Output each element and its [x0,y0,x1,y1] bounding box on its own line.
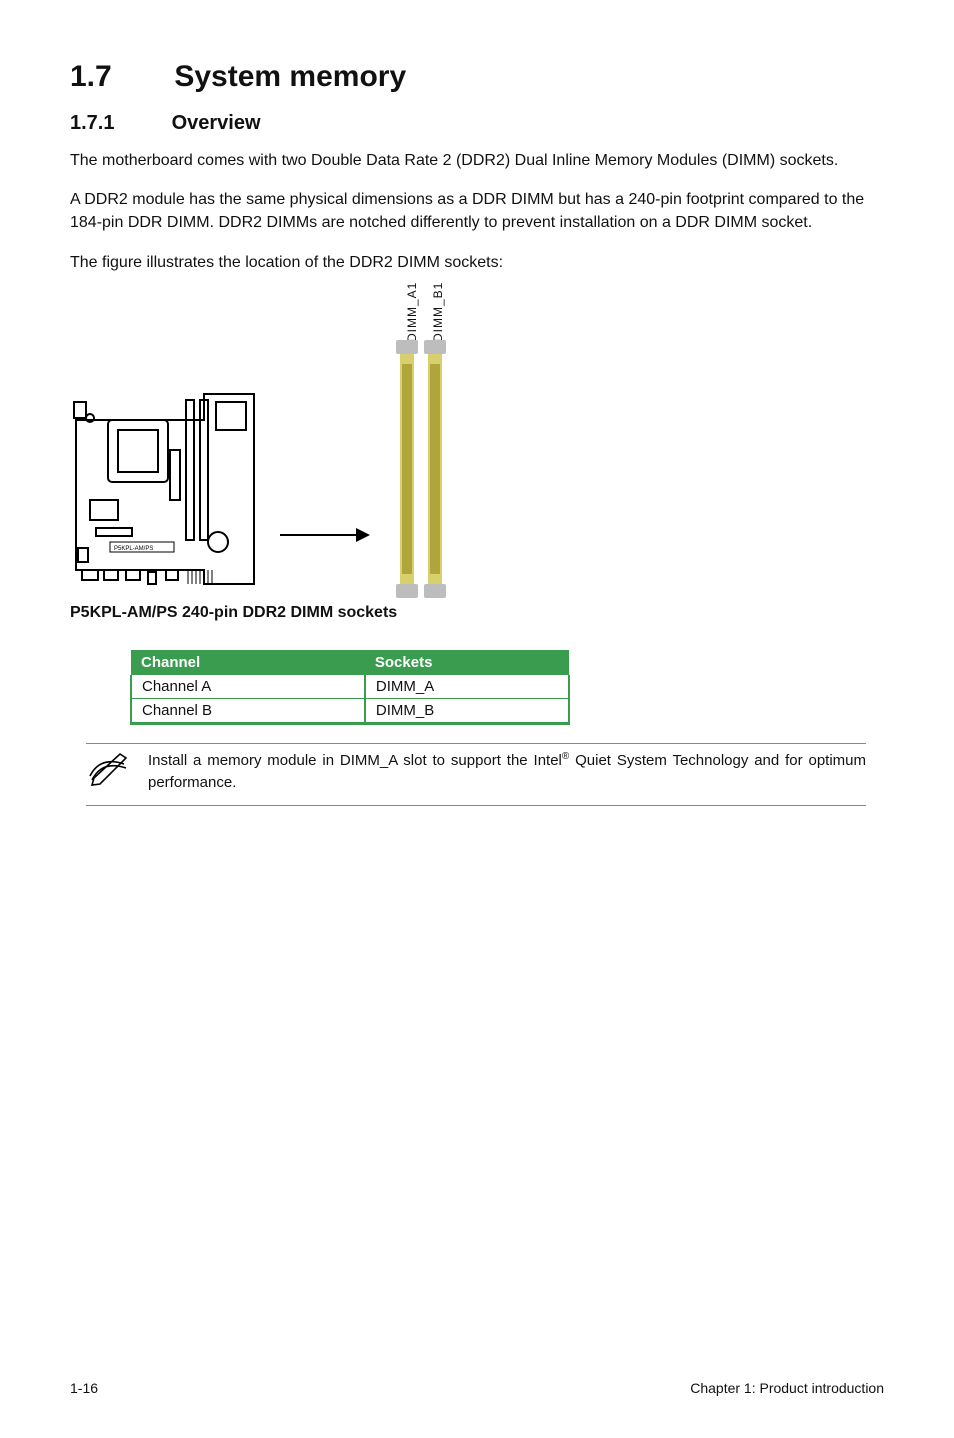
chapter-label: Chapter 1: Product introduction [690,1380,884,1396]
motherboard-outline: P5KPL-AM/PS [70,390,260,590]
diagram-caption: P5KPL-AM/PS 240-pin DDR2 DIMM sockets [70,604,550,622]
table-row: DIMM_B [365,698,569,723]
paragraph-3: The figure illustrates the location of t… [70,251,884,274]
dimm-slot-b-band [430,364,440,574]
channel-table-header-1: Channel [131,650,365,675]
note-text: Install a memory module in DIMM_A slot t… [148,750,866,794]
page-footer: 1-16 Chapter 1: Product introduction [70,1380,884,1396]
dimm-diagram: P5KPL-AM/PS DIMM_A1 DIMM_B1 P5KPL-AM/PS … [70,290,550,622]
dimm-slots-graphic: DIMM_A1 DIMM_B1 [390,290,460,590]
note-text-pre: Install a memory module in DIMM_A slot t… [148,752,562,769]
table-row: Channel A [131,675,365,699]
svg-text:P5KPL-AM/PS: P5KPL-AM/PS [114,546,153,552]
dimm-slot-a [400,346,414,592]
dimm-label-b: DIMM_B1 [431,286,445,342]
motherboard-svg: P5KPL-AM/PS [70,390,260,590]
channel-table: Channel Sockets Channel A DIMM_A Channel… [130,650,884,725]
paragraph-2: A DDR2 module has the same physical dime… [70,188,884,234]
dimm-label-a: DIMM_A1 [405,286,419,342]
note-box: Install a memory module in DIMM_A slot t… [86,743,866,806]
table-row: Channel B [131,698,365,723]
paragraph-1: The motherboard comes with two Double Da… [70,149,884,172]
table-row: DIMM_A [365,675,569,699]
page-number: 1-16 [70,1380,98,1396]
subsection-title: Overview [172,112,261,134]
subsection-number: 1.7.1 [70,112,166,135]
section-number: 1.7 [70,60,166,94]
subsection-heading: 1.7.1 Overview [70,112,884,135]
pencil-note-icon [86,750,130,795]
channel-table-header-2: Sockets [365,650,569,675]
section-heading: 1.7 System memory [70,60,884,94]
section-title: System memory [174,60,406,93]
dimm-slot-b [428,346,442,592]
diagram-arrow [280,534,368,536]
dimm-slot-a-band [402,364,412,574]
